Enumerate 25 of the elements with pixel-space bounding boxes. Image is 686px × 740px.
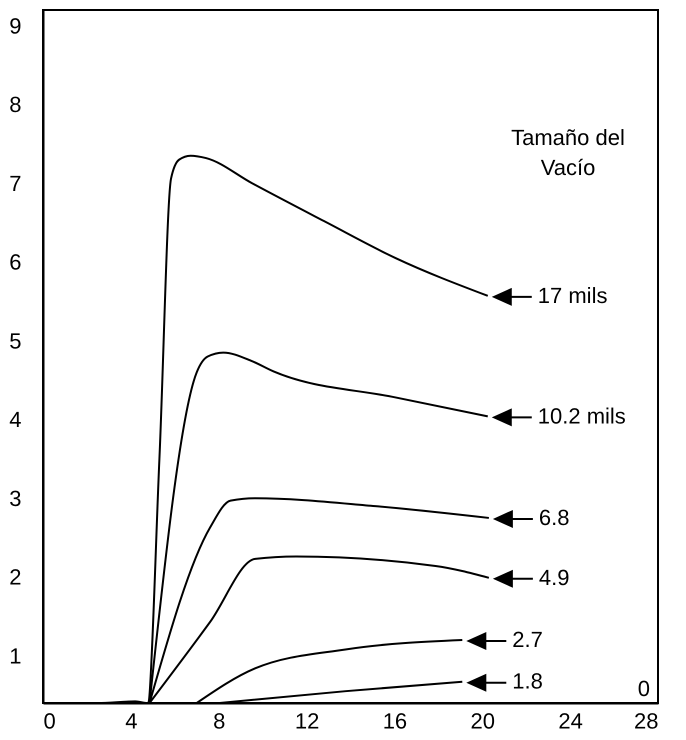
y-tick-label: 5: [9, 328, 22, 354]
x-tick-label: 12: [294, 708, 320, 734]
x-tick-label: 0: [44, 708, 56, 734]
x-tick-label: 20: [470, 708, 496, 734]
annotation: 2.7: [512, 627, 543, 652]
x-tick-label: 24: [558, 708, 583, 734]
y-tick-label: 8: [9, 92, 22, 117]
y-tick-label: 2: [9, 564, 22, 590]
y-tick-label: 4: [9, 407, 22, 432]
annotation: Tamaño del Vacío: [511, 125, 625, 180]
y-tick-label: 9: [9, 13, 22, 38]
y-tick-label: 3: [9, 486, 22, 511]
annotation: 6.8: [538, 504, 570, 530]
y-tick-label: 1: [9, 643, 22, 668]
y-tick-label: 6: [9, 250, 22, 274]
x-tick-label: 28: [634, 708, 658, 734]
annotation: 10.2 mils: [538, 403, 626, 428]
annotation: 0: [638, 676, 650, 701]
x-tick-label: 8: [213, 708, 226, 734]
y-tick-label: 7: [9, 170, 22, 196]
annotation: 17 mils: [538, 282, 608, 308]
annotation: 1.8: [512, 668, 543, 694]
x-tick-label: 16: [382, 708, 408, 734]
annotation: 4.9: [538, 564, 570, 590]
x-tick-label: 4: [125, 708, 138, 734]
